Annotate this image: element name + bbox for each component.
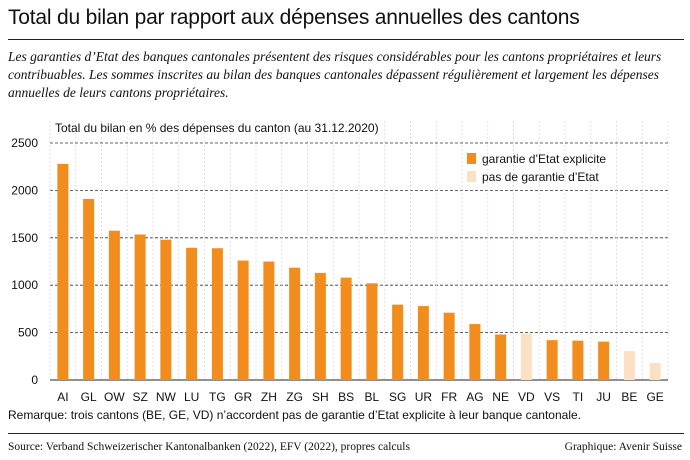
x-tick-label: GR [234,390,252,404]
y-tick-label: 1000 [11,278,38,292]
legend-swatch [467,171,476,182]
x-tick-label: AI [57,390,68,404]
x-tick-label: VS [544,390,560,404]
legend-label: garantie d’Etat explicite [482,152,606,166]
legend: garantie d’Etat explicite pas de garantie… [467,152,606,184]
x-tick-label: SH [312,390,329,404]
bar [520,333,532,380]
x-tick-label: ZG [286,390,303,404]
x-tick-label: GE [646,390,663,404]
y-tick-label: 500 [18,326,38,340]
x-tick-label: UR [415,390,433,404]
x-tick-label: BS [338,390,354,404]
lede-paragraph: Les garanties d’Etat des banques cantona… [8,49,662,100]
x-tick-label: TI [573,390,584,404]
bar [134,234,146,380]
x-tick-label: SG [389,390,406,404]
bar [108,230,120,380]
bar [649,362,661,380]
bar [495,334,507,380]
bar [314,272,326,380]
bar-chart: 0 500 1000 1500 2000 2500 AI GL OW SZ NW LU TG GR ZH Z… [11,121,669,404]
bar [623,351,635,380]
page-title: Total du bilan par rapport aux dépenses … [8,6,580,29]
y-tick-label: 1500 [11,231,38,245]
remark-note: Remarque: trois cantons (BE, GE, VD) n’a… [8,408,581,422]
x-tick-label: LU [184,390,199,404]
bar [263,261,275,380]
source-note: Source: Verband Schweizerischer Kantonal… [8,441,410,453]
x-tick-label: AG [466,390,483,404]
bars [57,163,661,380]
y-tick-label: 2000 [11,183,38,197]
bar [417,306,429,380]
bar [598,341,610,380]
bar [340,277,352,380]
x-tick-label: NW [156,390,177,404]
header-divider [8,39,684,40]
x-tick-label: BE [621,390,637,404]
bar [237,260,249,380]
x-tick-label: VD [518,390,535,404]
bar [546,340,558,380]
vertical-grid-lines [49,121,669,380]
bar [366,283,378,380]
x-tick-label: OW [104,390,125,404]
bar [572,340,584,380]
bar [443,312,455,380]
footer-divider [8,433,684,434]
bar [392,304,404,380]
bar [186,247,198,380]
x-tick-label: GL [81,390,97,404]
y-tick-label: 2500 [11,136,38,150]
bar [469,324,481,380]
credit-note: Graphique: Avenir Suisse [564,441,682,453]
x-tick-label: TG [209,390,226,404]
y-axis-ticks: 0 500 1000 1500 2000 2500 [11,136,38,387]
x-tick-label: JU [596,390,611,404]
x-tick-label: ZH [261,390,277,404]
bar [211,248,223,380]
legend-swatch [467,153,476,164]
bar [160,239,172,380]
chart-title: Total du bilan en % des dépenses du cant… [55,121,379,135]
bar [57,163,69,380]
legend-label: pas de garantie d’Etat [482,170,599,184]
x-tick-label: SZ [132,390,147,404]
x-tick-label: FR [441,390,457,404]
y-tick-label: 0 [31,373,38,387]
x-axis-ticks: AI GL OW SZ NW LU TG GR ZH ZG SH BS BL SG UR FR AG NE VD VS… [57,390,664,404]
x-tick-label: NE [492,390,509,404]
bar [289,267,301,380]
bar [83,198,95,380]
x-tick-label: BL [365,390,380,404]
